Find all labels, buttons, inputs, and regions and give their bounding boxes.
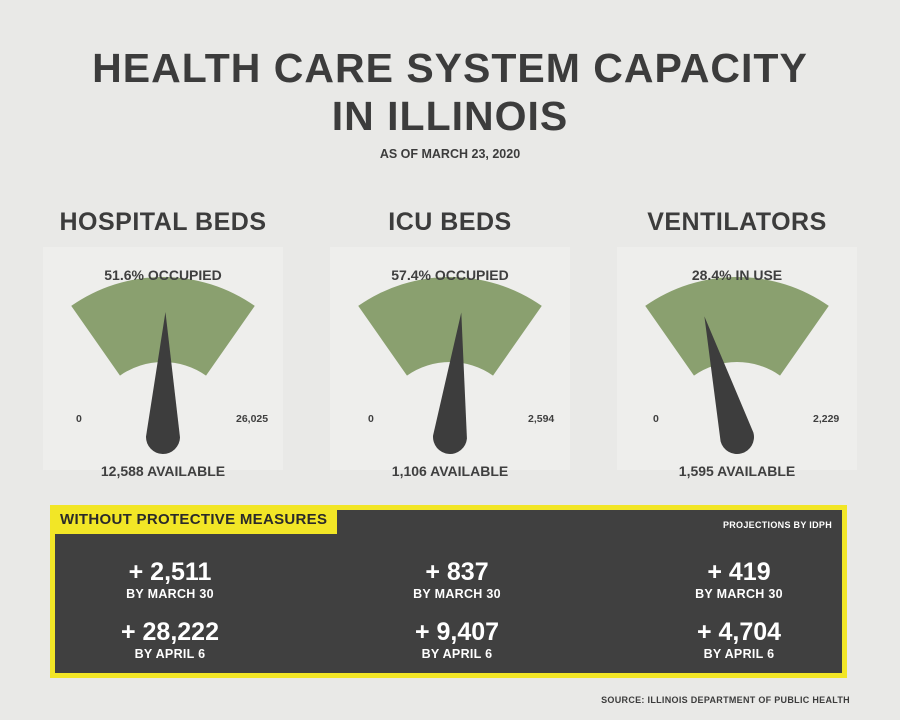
- projection-value: + 837: [425, 558, 489, 586]
- gauge-min-label: 0: [76, 413, 82, 425]
- gauge-min-label: 0: [368, 413, 374, 425]
- gauge-available: 1,595 AVAILABLE: [678, 463, 796, 479]
- projection-value: + 2,511: [128, 558, 212, 586]
- projection-value: + 4,704: [696, 618, 782, 646]
- gauge-needle: [704, 316, 754, 454]
- projection-entry: + 9,407 BY APRIL 6: [377, 618, 537, 678]
- gauge-available: 12,588 AVAILABLE: [100, 463, 226, 479]
- gauge-status: 51.6% OCCUPIED: [104, 267, 222, 283]
- gauge-panel: 28.4% IN USE 0 2,229: [617, 247, 857, 470]
- projection-date: BY MARCH 30: [695, 587, 783, 601]
- gauge-max-label: 26,025: [236, 413, 269, 425]
- projections-header: WITHOUT PROTECTIVE MEASURES: [50, 505, 338, 534]
- gauge-arc: [358, 277, 542, 376]
- projections-source: PROJECTIONS BY IDPH: [722, 520, 832, 530]
- gauge-graphic: [358, 277, 542, 454]
- projection-column-hospital: + 2,511 BY MARCH 30 + 28,222 BY APRIL 6: [90, 558, 250, 678]
- projection-column-icu: + 837 BY MARCH 30 + 9,407 BY APRIL 6: [377, 558, 537, 678]
- source-note: SOURCE: ILLINOIS DEPARTMENT OF PUBLIC HE…: [601, 695, 850, 705]
- gauge-panel: 51.6% OCCUPIED 0 26,025: [43, 247, 283, 470]
- projection-value: + 9,407: [414, 618, 500, 646]
- gauge-ventilators: VENTILATORS 28.4% IN USE 0 2,229 1,595 A…: [617, 208, 857, 479]
- gauge-hospital-beds: HOSPITAL BEDS 51.6% OCCUPIED 0 26,025 12…: [43, 208, 283, 479]
- projection-entry: + 28,222 BY APRIL 6: [90, 618, 250, 678]
- projection-value: + 28,222: [120, 618, 219, 646]
- gauge-status: 57.4% OCCUPIED: [391, 267, 509, 283]
- projection-column-ventilators: + 419 BY MARCH 30 + 4,704 BY APRIL 6: [659, 558, 819, 678]
- projection-entry: + 2,511 BY MARCH 30: [90, 558, 250, 618]
- gauge-icu-beds: ICU BEDS 57.4% OCCUPIED 0 2,594 1,106 AV…: [330, 208, 570, 479]
- gauge-graphic: [71, 277, 255, 454]
- projection-value: + 419: [707, 558, 771, 586]
- gauge-needle: [433, 312, 467, 454]
- gauge-panel: 57.4% OCCUPIED 0 2,594: [330, 247, 570, 470]
- gauge-max-label: 2,594: [528, 413, 555, 425]
- gauge-min-label: 0: [653, 413, 659, 425]
- gauge-title: HOSPITAL BEDS: [59, 208, 267, 236]
- title-line-1: HEALTH CARE SYSTEM CAPACITY: [92, 45, 808, 91]
- gauge-max-label: 2,229: [813, 413, 840, 425]
- gauge-needle: [146, 312, 180, 454]
- projection-date: BY APRIL 6: [421, 647, 493, 661]
- gauge-arc: [71, 277, 255, 376]
- gauge-status: 28.4% IN USE: [691, 267, 783, 283]
- page-title: HEALTH CARE SYSTEM CAPACITY IN ILLINOIS: [0, 44, 900, 140]
- projection-date: BY MARCH 30: [413, 587, 501, 601]
- projection-date: BY APRIL 6: [703, 647, 775, 661]
- projection-date: BY MARCH 30: [126, 587, 214, 601]
- gauge-graphic: [645, 277, 829, 454]
- gauge-title: ICU BEDS: [388, 208, 512, 236]
- as-of-date: AS OF MARCH 23, 2020: [379, 147, 521, 161]
- gauge-available: 1,106 AVAILABLE: [391, 463, 509, 479]
- projections-panel: WITHOUT PROTECTIVE MEASURES PROJECTIONS …: [50, 505, 847, 678]
- projection-entry: + 419 BY MARCH 30: [659, 558, 819, 618]
- projection-entry: + 837 BY MARCH 30: [377, 558, 537, 618]
- gauge-arc: [645, 277, 829, 376]
- gauge-title: VENTILATORS: [647, 208, 827, 236]
- projection-entry: + 4,704 BY APRIL 6: [659, 618, 819, 678]
- title-line-2: IN ILLINOIS: [331, 93, 569, 139]
- projection-date: BY APRIL 6: [134, 647, 206, 661]
